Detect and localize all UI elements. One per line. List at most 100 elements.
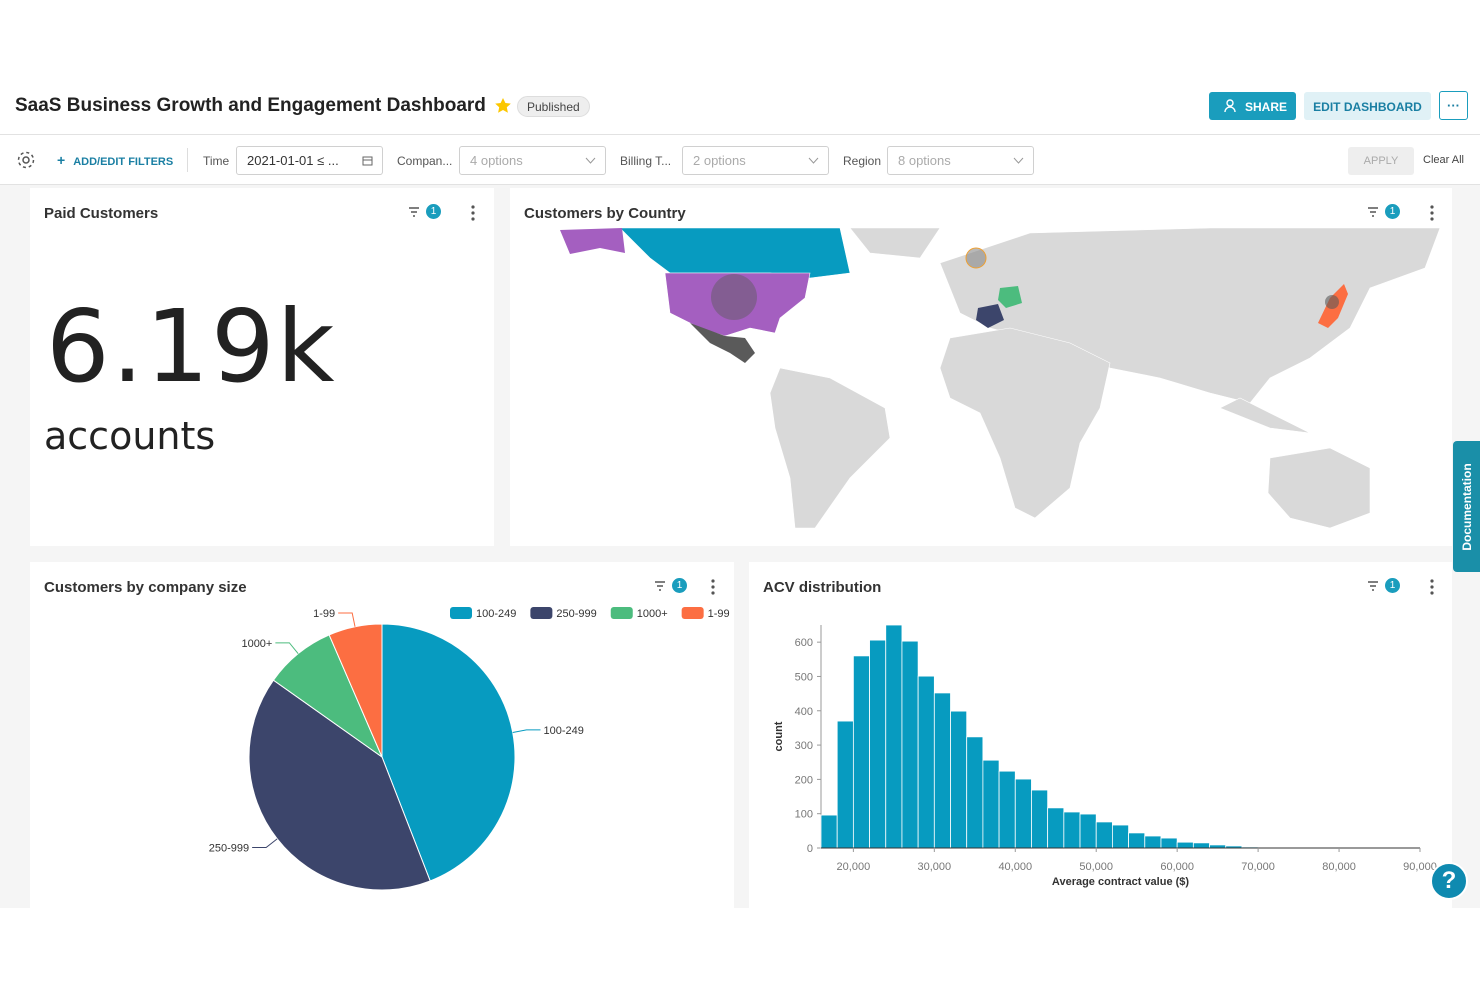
histogram-bar [1192, 842, 1210, 849]
histogram-bar [901, 640, 919, 849]
share-icon [1224, 99, 1236, 113]
panel-title: ACV distribution [763, 579, 882, 596]
panel: Customers by Country 1 [510, 188, 1452, 546]
menu-icon[interactable] [1428, 204, 1436, 222]
legend-swatch [530, 607, 553, 619]
filter-indicator[interactable]: 1 [1365, 578, 1400, 596]
filter-label: Billing T... [620, 154, 672, 168]
add-filters-button[interactable]: + ADD/EDIT FILTERS [57, 152, 174, 168]
x-tick-label: 50,000 [1079, 861, 1113, 873]
filter-count: 1 [672, 578, 687, 593]
clear-all-button[interactable]: Clear All [1423, 154, 1464, 166]
x-axis-label: Average contract value ($) [1052, 876, 1189, 888]
add-filters-label: ADD/EDIT FILTERS [73, 156, 174, 168]
filter-value: 2021-01-01 ≤ ... [247, 153, 339, 168]
panel-title: Customers by company size [44, 579, 247, 596]
filter-label: Region [843, 154, 882, 168]
filter-icon [409, 207, 419, 217]
leader-line [338, 612, 356, 627]
documentation-label: Documentation [1460, 463, 1474, 551]
edit-dashboard-button[interactable]: EDIT DASHBOARD [1304, 92, 1431, 120]
histogram-bar [1063, 811, 1081, 849]
pie-slice [248, 679, 431, 891]
histogram-bar [966, 736, 984, 849]
histogram-bar [917, 675, 935, 849]
y-tick-label: 400 [795, 706, 813, 718]
calendar-icon [362, 156, 373, 166]
legend-swatch [681, 607, 704, 619]
filter-input[interactable]: 2021-01-01 ≤ ... [236, 146, 383, 175]
histogram-bar [1095, 821, 1113, 849]
documentation-tab[interactable]: Documentation [1453, 441, 1480, 572]
help-button[interactable]: ? [1430, 862, 1468, 900]
slice-label: 1000+ [241, 638, 272, 650]
histogram-bar [982, 759, 1000, 849]
y-tick-label: 300 [795, 740, 813, 752]
filter-select[interactable]: 8 options [887, 146, 1034, 175]
x-tick-label: 80,000 [1322, 861, 1356, 873]
y-tick-label: 500 [795, 671, 813, 683]
leader-line [252, 838, 278, 848]
world-map [560, 228, 1441, 529]
menu-icon[interactable] [469, 204, 477, 222]
histogram-bar [1144, 835, 1162, 849]
star-icon[interactable] [494, 97, 512, 115]
big-number-subtitle: accounts [44, 414, 216, 458]
x-tick-label: 30,000 [917, 861, 951, 873]
histogram-bar [885, 624, 903, 849]
histogram-bar [1176, 841, 1194, 849]
filter-indicator[interactable]: 1 [1365, 204, 1400, 222]
legend-label: 1000+ [637, 608, 668, 620]
filter-label: Time [203, 154, 230, 168]
histogram-bar [820, 814, 838, 849]
filter-count: 1 [1385, 204, 1400, 219]
separator [187, 148, 188, 172]
share-label: SHARE [1245, 100, 1288, 114]
pie-slice [381, 623, 516, 882]
y-tick-label: 600 [795, 637, 813, 649]
share-button[interactable]: SHARE [1209, 92, 1296, 120]
filter-select[interactable]: 2 options [682, 146, 829, 175]
filter-value: 2 options [693, 153, 746, 168]
histogram-bar [836, 720, 854, 849]
panel-title: Customers by Country [524, 205, 686, 222]
y-tick-label: 100 [795, 809, 813, 821]
histogram-bar [1079, 813, 1097, 849]
dashboard-title: SaaS Business Growth and Engagement Dash… [15, 95, 486, 116]
histogram-bar [1128, 832, 1146, 849]
panel: Customers by company size 1 100-249 250-9… [30, 562, 734, 908]
more-button[interactable]: ··· [1439, 91, 1468, 120]
slice-label: 250-999 [209, 842, 249, 854]
y-axis-label: count [773, 721, 785, 751]
x-tick-label: 20,000 [837, 861, 871, 873]
histogram-bar [1112, 824, 1129, 849]
slice-label: 100-249 [543, 725, 583, 737]
filter-count: 1 [1385, 578, 1400, 593]
apply-button[interactable]: APPLY [1348, 147, 1414, 175]
chevron [1013, 157, 1024, 164]
big-number: 6.19k [46, 288, 337, 405]
filter-indicator[interactable]: 1 [652, 578, 687, 596]
histogram-bar [1047, 807, 1065, 849]
legend-label: 1-99 [708, 608, 730, 620]
filter-value: 8 options [898, 153, 951, 168]
legend-label: 250-999 [556, 608, 596, 620]
menu-icon[interactable] [709, 578, 717, 596]
x-tick-label: 60,000 [1160, 861, 1194, 873]
y-tick-label: 0 [807, 843, 813, 855]
filter-select[interactable]: 4 options [459, 146, 606, 175]
filter-indicator[interactable]: 1 [406, 204, 441, 222]
x-tick-label: 90,000 [1403, 861, 1437, 873]
leader-line [275, 642, 299, 655]
legend-swatch [610, 607, 633, 619]
menu-icon[interactable] [1428, 578, 1436, 596]
panel: Paid Customers 1 6.19k accounts [30, 188, 494, 546]
histogram-bar [1014, 778, 1032, 849]
legend-label: 100-249 [476, 608, 516, 620]
x-tick-label: 40,000 [998, 861, 1032, 873]
slice-label: 1-99 [313, 608, 335, 620]
filter-icon [655, 581, 665, 591]
settings-icon[interactable] [16, 150, 36, 170]
chevron [585, 157, 596, 164]
